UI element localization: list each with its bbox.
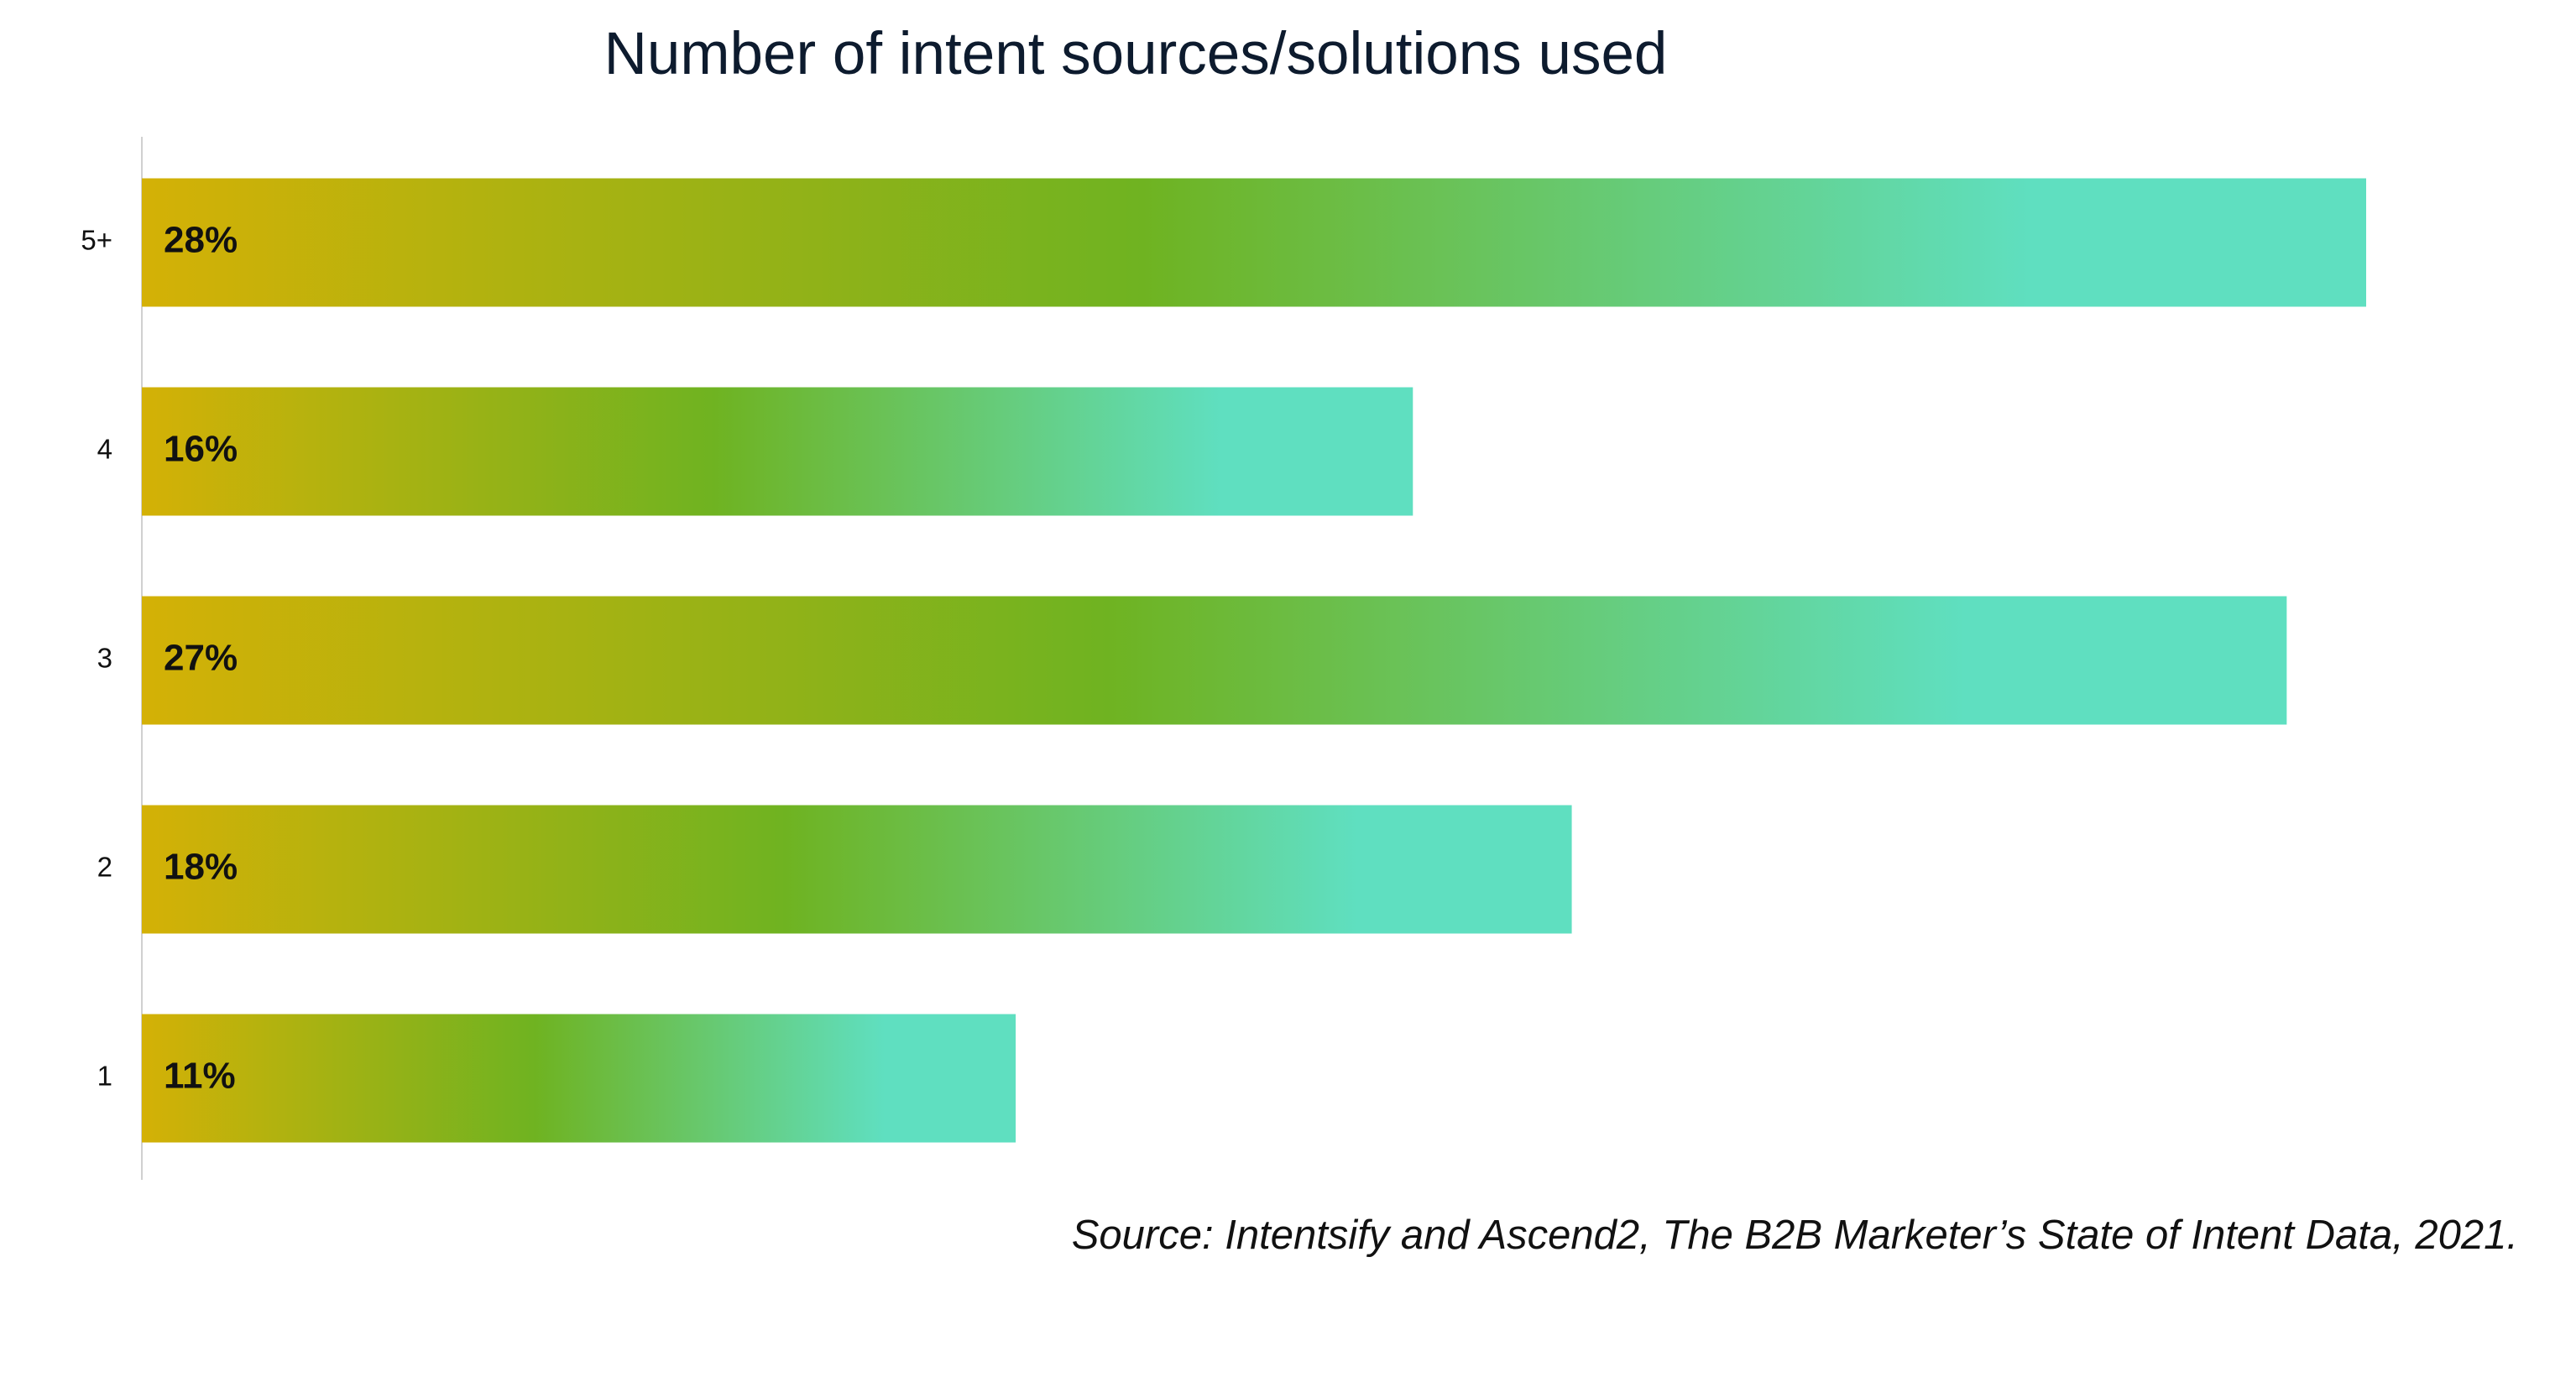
bar xyxy=(142,387,1413,516)
value-label: 11% xyxy=(164,1056,236,1097)
value-label: 28% xyxy=(164,220,238,261)
y-tick-label: 4 xyxy=(97,434,112,465)
y-tick-label: 1 xyxy=(97,1061,112,1092)
bar xyxy=(142,596,2287,725)
bar xyxy=(142,178,2366,307)
y-tick-label: 5+ xyxy=(81,225,112,256)
value-label: 16% xyxy=(164,429,238,470)
source-note: Source: Intentsify and Ascend2, The B2B … xyxy=(1072,1213,2518,1258)
bar xyxy=(142,805,1572,934)
y-tick-label: 3 xyxy=(97,643,112,674)
value-label: 27% xyxy=(164,638,238,679)
value-label: 18% xyxy=(164,847,238,888)
y-tick-label: 2 xyxy=(97,852,112,883)
bar xyxy=(142,1014,1016,1143)
chart-title: Number of intent sources/solutions used xyxy=(604,21,1668,87)
